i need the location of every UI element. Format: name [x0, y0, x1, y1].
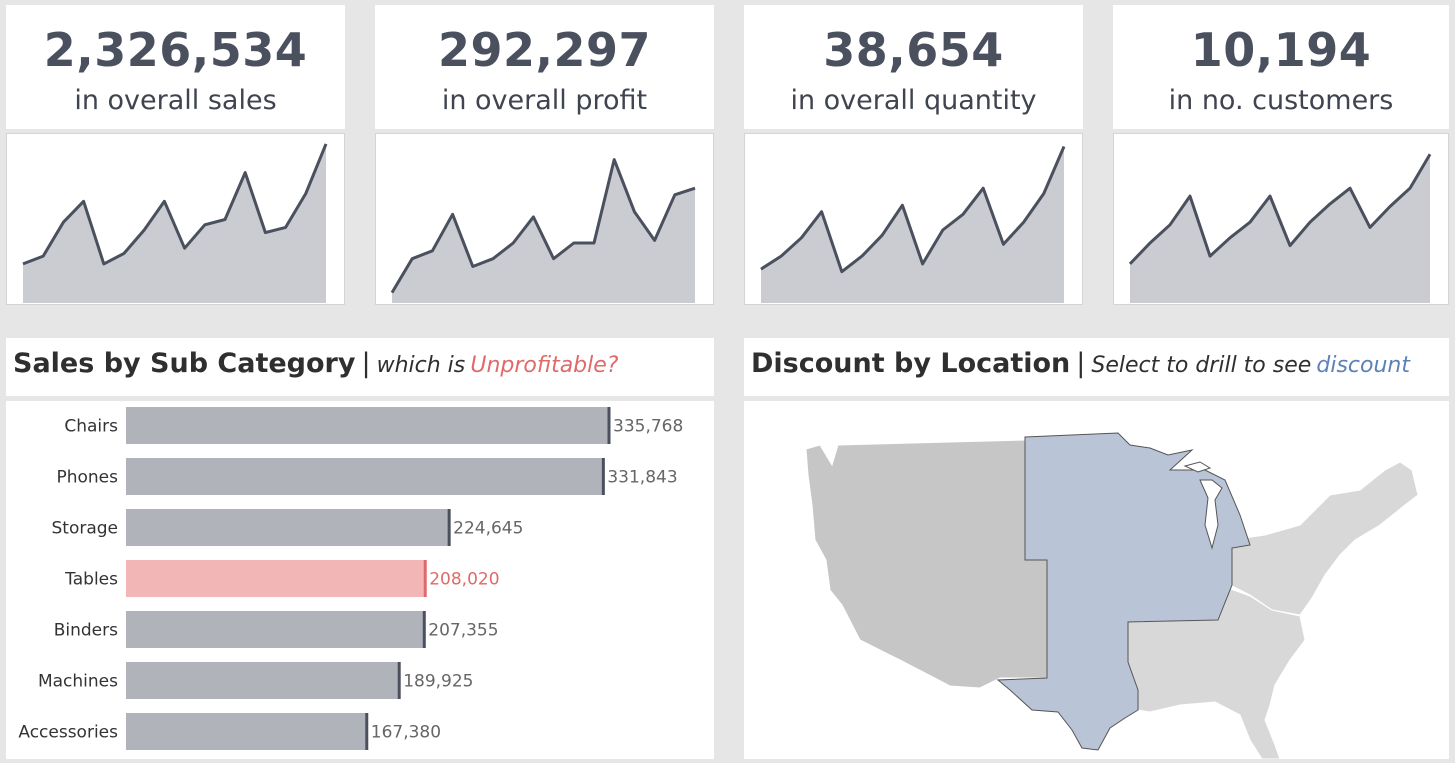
panel-title: Discount by Location: [751, 348, 1071, 379]
bar-storage[interactable]: [126, 509, 450, 546]
bar-category-label: Tables: [64, 570, 118, 590]
bar-end-marker: [607, 407, 611, 444]
sparkline-line: [760, 145, 1066, 274]
bar-value-label: 167,380: [371, 723, 441, 743]
bar-value-label: 189,925: [403, 672, 473, 692]
kpi-label: in no. customers: [1168, 85, 1394, 116]
kpi-card-profit: 292,297 in overall profit: [375, 5, 714, 129]
sparkline-chart: [760, 145, 1066, 303]
bar-accessories[interactable]: [126, 713, 367, 750]
kpi-label: in overall sales: [74, 85, 277, 116]
sales-by-sub-category-chart: Chairs 335,768 Phones 331,843 Storage 224,645…: [18, 407, 683, 750]
bar-end-marker: [423, 560, 427, 597]
map-region-south[interactable]: [1127, 587, 1306, 760]
kpi-label: in overall quantity: [790, 85, 1037, 116]
kpi-label: in overall profit: [441, 85, 648, 116]
map-region-central[interactable]: [996, 432, 1251, 751]
kpi-value: 10,194: [1190, 23, 1372, 77]
bar-category-label: Storage: [51, 519, 118, 539]
sparkline-area: [23, 143, 326, 303]
sparkline-chart: [390, 158, 696, 303]
map-region-west[interactable]: [805, 439, 1048, 689]
bar-category-label: Binders: [54, 621, 118, 641]
discount-map-panel: [744, 401, 1449, 760]
sparkline-line: [1128, 153, 1432, 265]
panel-subtitle-highlight: discount: [1316, 353, 1410, 378]
bar-end-marker: [601, 458, 605, 495]
sparkline-area: [1130, 154, 1430, 303]
bar-value-label: 331,843: [607, 468, 677, 488]
sparkline-area: [761, 146, 1064, 303]
bar-category-label: Phones: [56, 468, 118, 488]
kpi-value: 2,326,534: [43, 23, 308, 77]
bar-value-label: 335,768: [613, 417, 683, 437]
sparkline-chart: [22, 143, 328, 303]
bar-end-marker: [365, 713, 369, 750]
panel-title: Sales by Sub Category: [13, 348, 356, 379]
sparkline-customers[interactable]: [1113, 133, 1449, 305]
bar-phones[interactable]: [126, 458, 604, 495]
sparkline-line: [390, 158, 696, 294]
bar-value-label: 207,355: [428, 621, 498, 641]
bar-category-label: Accessories: [18, 723, 118, 743]
kpi-card-customers: 10,194 in no. customers: [1113, 5, 1449, 129]
kpi-value: 38,654: [823, 23, 1004, 77]
panel-subtitle: which is: [376, 353, 466, 378]
sparkline-quantity[interactable]: [744, 133, 1083, 305]
bar-end-marker: [422, 611, 426, 648]
map-title-bar: Discount by Location | Select to drill to …: [744, 338, 1449, 396]
bar-value-label: 208,020: [429, 570, 499, 590]
bar-tables[interactable]: [126, 560, 426, 597]
great-lakes: [1183, 461, 1223, 550]
kpi-card-sales: 2,326,534 in overall sales: [6, 5, 345, 129]
sparkline-sales[interactable]: [6, 133, 345, 305]
panel-subtitle-highlight: Unprofitable?: [470, 353, 619, 378]
kpi-value: 292,297: [437, 23, 651, 77]
sparkline-profit[interactable]: [375, 133, 714, 305]
bar-end-marker: [447, 509, 451, 546]
sparkline-area: [392, 159, 695, 303]
bar-category-label: Machines: [38, 672, 118, 692]
bar-end-marker: [397, 662, 401, 699]
sub-category-title-bar: Sales by Sub Category | which is Unprofita…: [6, 338, 714, 396]
bar-category-label: Chairs: [64, 417, 118, 437]
bar-chairs[interactable]: [126, 407, 609, 444]
kpi-card-quantity: 38,654 in overall quantity: [744, 5, 1083, 129]
sub-category-chart-panel: Chairs 335,768 Phones 331,843 Storage 224,645…: [6, 401, 714, 759]
sparkline-chart: [1128, 153, 1432, 303]
bar-value-label: 224,645: [453, 519, 523, 539]
title-separator: |: [361, 348, 371, 379]
us-regions-map: [805, 432, 1419, 760]
title-separator: |: [1076, 348, 1086, 379]
sparkline-line: [22, 143, 328, 266]
map-region-east[interactable]: [1229, 461, 1419, 616]
bar-binders[interactable]: [126, 611, 425, 648]
bar-machines[interactable]: [126, 662, 400, 699]
panel-subtitle: Select to drill to see: [1091, 353, 1312, 378]
